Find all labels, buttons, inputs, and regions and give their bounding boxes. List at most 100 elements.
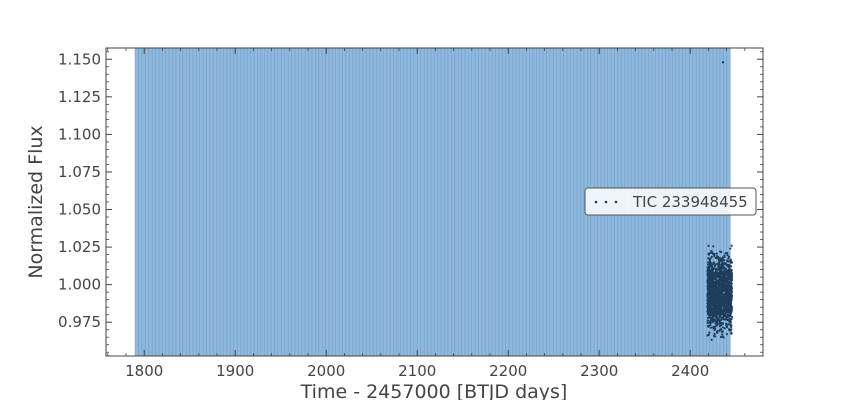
data-point [715, 316, 718, 319]
data-point [722, 308, 726, 311]
legend-marker-dot [604, 200, 608, 204]
data-point [724, 317, 727, 321]
data-point [712, 309, 715, 312]
data-point [708, 269, 712, 272]
data-point [723, 302, 726, 305]
y-tick-label: 1.000 [58, 276, 101, 294]
y-tick-label: 1.150 [58, 50, 101, 68]
data-point [721, 266, 725, 269]
data-point [713, 319, 716, 322]
data-point [713, 317, 716, 321]
data-point [717, 303, 720, 306]
data-point [719, 250, 722, 253]
data-point [712, 275, 716, 279]
data-point [718, 292, 722, 295]
data-point [729, 319, 732, 322]
legend-label: TIC 233948455 [632, 193, 748, 211]
data-point [707, 275, 711, 278]
data-point [727, 282, 731, 286]
data-point [726, 251, 729, 255]
data-point [724, 262, 727, 265]
data-point [719, 335, 723, 339]
data-point [729, 274, 732, 277]
x-tick-label: 2300 [580, 362, 618, 380]
data-point [719, 277, 722, 280]
data-point [707, 291, 710, 294]
data-point [726, 309, 729, 312]
data-point [730, 294, 733, 297]
data-point [721, 258, 724, 262]
data-point [726, 259, 729, 262]
data-points [706, 61, 734, 341]
data-point [730, 315, 734, 319]
data-point [716, 271, 719, 274]
data-point [721, 282, 724, 285]
data-point [725, 333, 729, 336]
data-point [725, 279, 728, 282]
data-point [730, 325, 733, 328]
data-point [708, 320, 711, 323]
data-point [707, 263, 710, 266]
data-point [716, 287, 719, 290]
x-tick-label: 1900 [216, 362, 254, 380]
data-point [719, 278, 723, 281]
data-point [728, 304, 731, 307]
data-point [709, 323, 712, 327]
data-point [708, 308, 712, 311]
data-point [727, 268, 731, 271]
data-point [723, 298, 727, 301]
data-point [730, 273, 733, 276]
data-point [706, 280, 709, 283]
data-point [709, 251, 712, 254]
data-point [718, 295, 721, 298]
data-point [722, 274, 726, 277]
data-point [716, 298, 720, 301]
data-point [730, 290, 733, 293]
data-point [728, 297, 731, 300]
data-point [706, 305, 709, 308]
data-point [729, 247, 732, 250]
data-point [718, 263, 721, 266]
data-point [710, 289, 713, 292]
data-point [712, 334, 716, 338]
data-point [715, 292, 718, 295]
data-point [712, 301, 716, 304]
data-point [708, 283, 711, 286]
data-point [718, 285, 721, 288]
data-point [728, 291, 731, 294]
data-point [722, 263, 725, 266]
data-point [719, 281, 722, 285]
data-point [722, 294, 726, 297]
data-point [728, 307, 732, 310]
data-point [719, 321, 723, 324]
data-point [721, 322, 724, 325]
data-point [717, 309, 720, 313]
data-point [718, 316, 721, 319]
data-point [728, 272, 731, 275]
data-point [706, 321, 709, 324]
data-point [726, 263, 729, 267]
data-point [723, 296, 726, 300]
legend-marker-dot [614, 200, 618, 204]
data-point [712, 314, 716, 318]
data-point [724, 283, 727, 286]
data-point [709, 322, 712, 325]
data-point [723, 327, 726, 330]
data-point [730, 286, 733, 289]
data-point [728, 289, 731, 292]
data-point [730, 244, 733, 247]
data-point [717, 317, 720, 320]
data-point [713, 293, 717, 296]
data-point [720, 330, 724, 334]
data-point [715, 294, 718, 297]
y-tick-label: 1.100 [58, 125, 101, 143]
data-point [713, 325, 717, 328]
data-point [727, 284, 730, 288]
data-point [714, 256, 717, 259]
data-point [708, 260, 712, 263]
data-point [721, 326, 724, 329]
data-point [718, 267, 721, 271]
data-point [715, 252, 718, 255]
data-point [719, 298, 722, 302]
data-point [711, 277, 714, 280]
